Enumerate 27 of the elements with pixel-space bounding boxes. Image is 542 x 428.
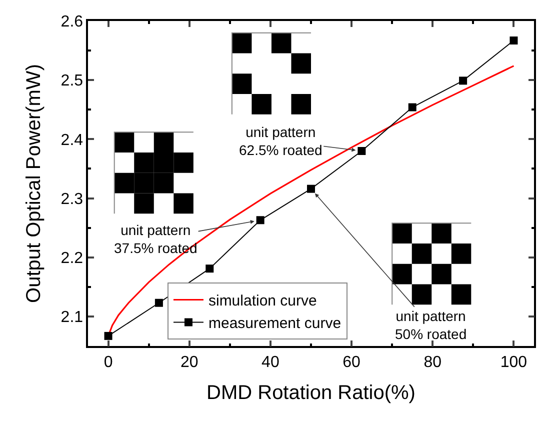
x-tick-label: 0 [104,354,113,371]
annotation: unit pattern 50% roated [395,308,467,342]
x-axis-title: DMD Rotation Ratio(%) [206,382,416,404]
y-tick-label: 2.4 [60,132,84,149]
point [358,147,366,155]
x-tick-label: 60 [342,354,361,371]
point [510,36,518,44]
point [459,76,468,85]
x-tick-label: 20 [180,354,198,371]
point [256,216,264,224]
x-tick-label: 100 [500,354,528,371]
legend-label: simulation curve [208,292,317,310]
annotation: unit pattern 62.5% roated [239,124,322,158]
point [104,332,112,340]
x-tick-label: 40 [262,354,280,371]
y-tick-label: 2.2 [60,250,84,267]
x-tick-label: 80 [424,354,442,371]
y-tick-label: 2.1 [60,309,84,326]
y-tick-label: 2.5 [60,72,84,90]
y-tick-label: 2.3 [60,190,84,208]
y-axis-title: Output Optical Power(mW) [22,64,45,303]
point [206,264,214,273]
point [154,298,163,307]
point [408,103,416,112]
legend-label: measurement curve [208,315,342,332]
y-tick-label: 2.6 [60,14,84,31]
point [307,184,315,193]
